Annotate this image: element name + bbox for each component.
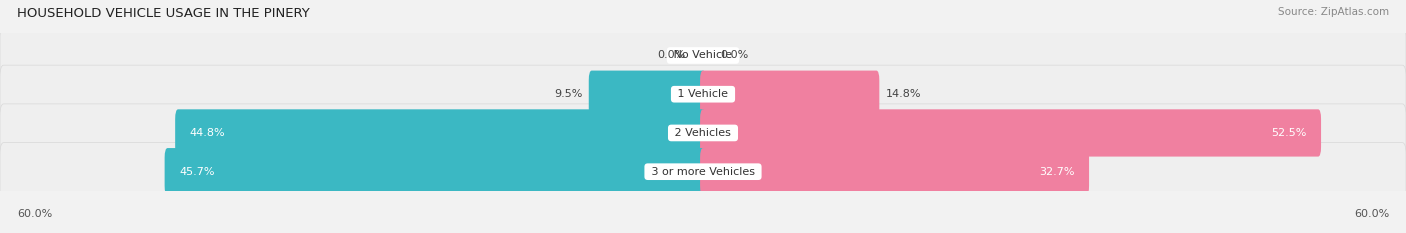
Text: 9.5%: 9.5% bbox=[554, 89, 582, 99]
Text: 44.8%: 44.8% bbox=[190, 128, 225, 138]
Text: 0.0%: 0.0% bbox=[721, 51, 749, 61]
Text: 32.7%: 32.7% bbox=[1039, 167, 1074, 177]
FancyBboxPatch shape bbox=[589, 71, 706, 118]
Text: HOUSEHOLD VEHICLE USAGE IN THE PINERY: HOUSEHOLD VEHICLE USAGE IN THE PINERY bbox=[17, 7, 309, 20]
Text: 60.0%: 60.0% bbox=[1354, 209, 1389, 219]
FancyBboxPatch shape bbox=[700, 109, 1322, 157]
Text: 2 Vehicles: 2 Vehicles bbox=[671, 128, 735, 138]
Text: 45.7%: 45.7% bbox=[180, 167, 215, 177]
FancyBboxPatch shape bbox=[176, 109, 706, 157]
Text: 1 Vehicle: 1 Vehicle bbox=[675, 89, 731, 99]
Text: 60.0%: 60.0% bbox=[17, 209, 52, 219]
FancyBboxPatch shape bbox=[0, 143, 1406, 201]
Text: 0.0%: 0.0% bbox=[657, 51, 686, 61]
FancyBboxPatch shape bbox=[700, 148, 1090, 195]
Text: No Vehicle: No Vehicle bbox=[671, 51, 735, 61]
Text: 3 or more Vehicles: 3 or more Vehicles bbox=[648, 167, 758, 177]
FancyBboxPatch shape bbox=[0, 104, 1406, 162]
FancyBboxPatch shape bbox=[165, 148, 706, 195]
FancyBboxPatch shape bbox=[0, 65, 1406, 123]
Text: 52.5%: 52.5% bbox=[1271, 128, 1306, 138]
FancyBboxPatch shape bbox=[0, 26, 1406, 85]
Text: Source: ZipAtlas.com: Source: ZipAtlas.com bbox=[1278, 7, 1389, 17]
Text: 14.8%: 14.8% bbox=[886, 89, 921, 99]
FancyBboxPatch shape bbox=[700, 71, 879, 118]
